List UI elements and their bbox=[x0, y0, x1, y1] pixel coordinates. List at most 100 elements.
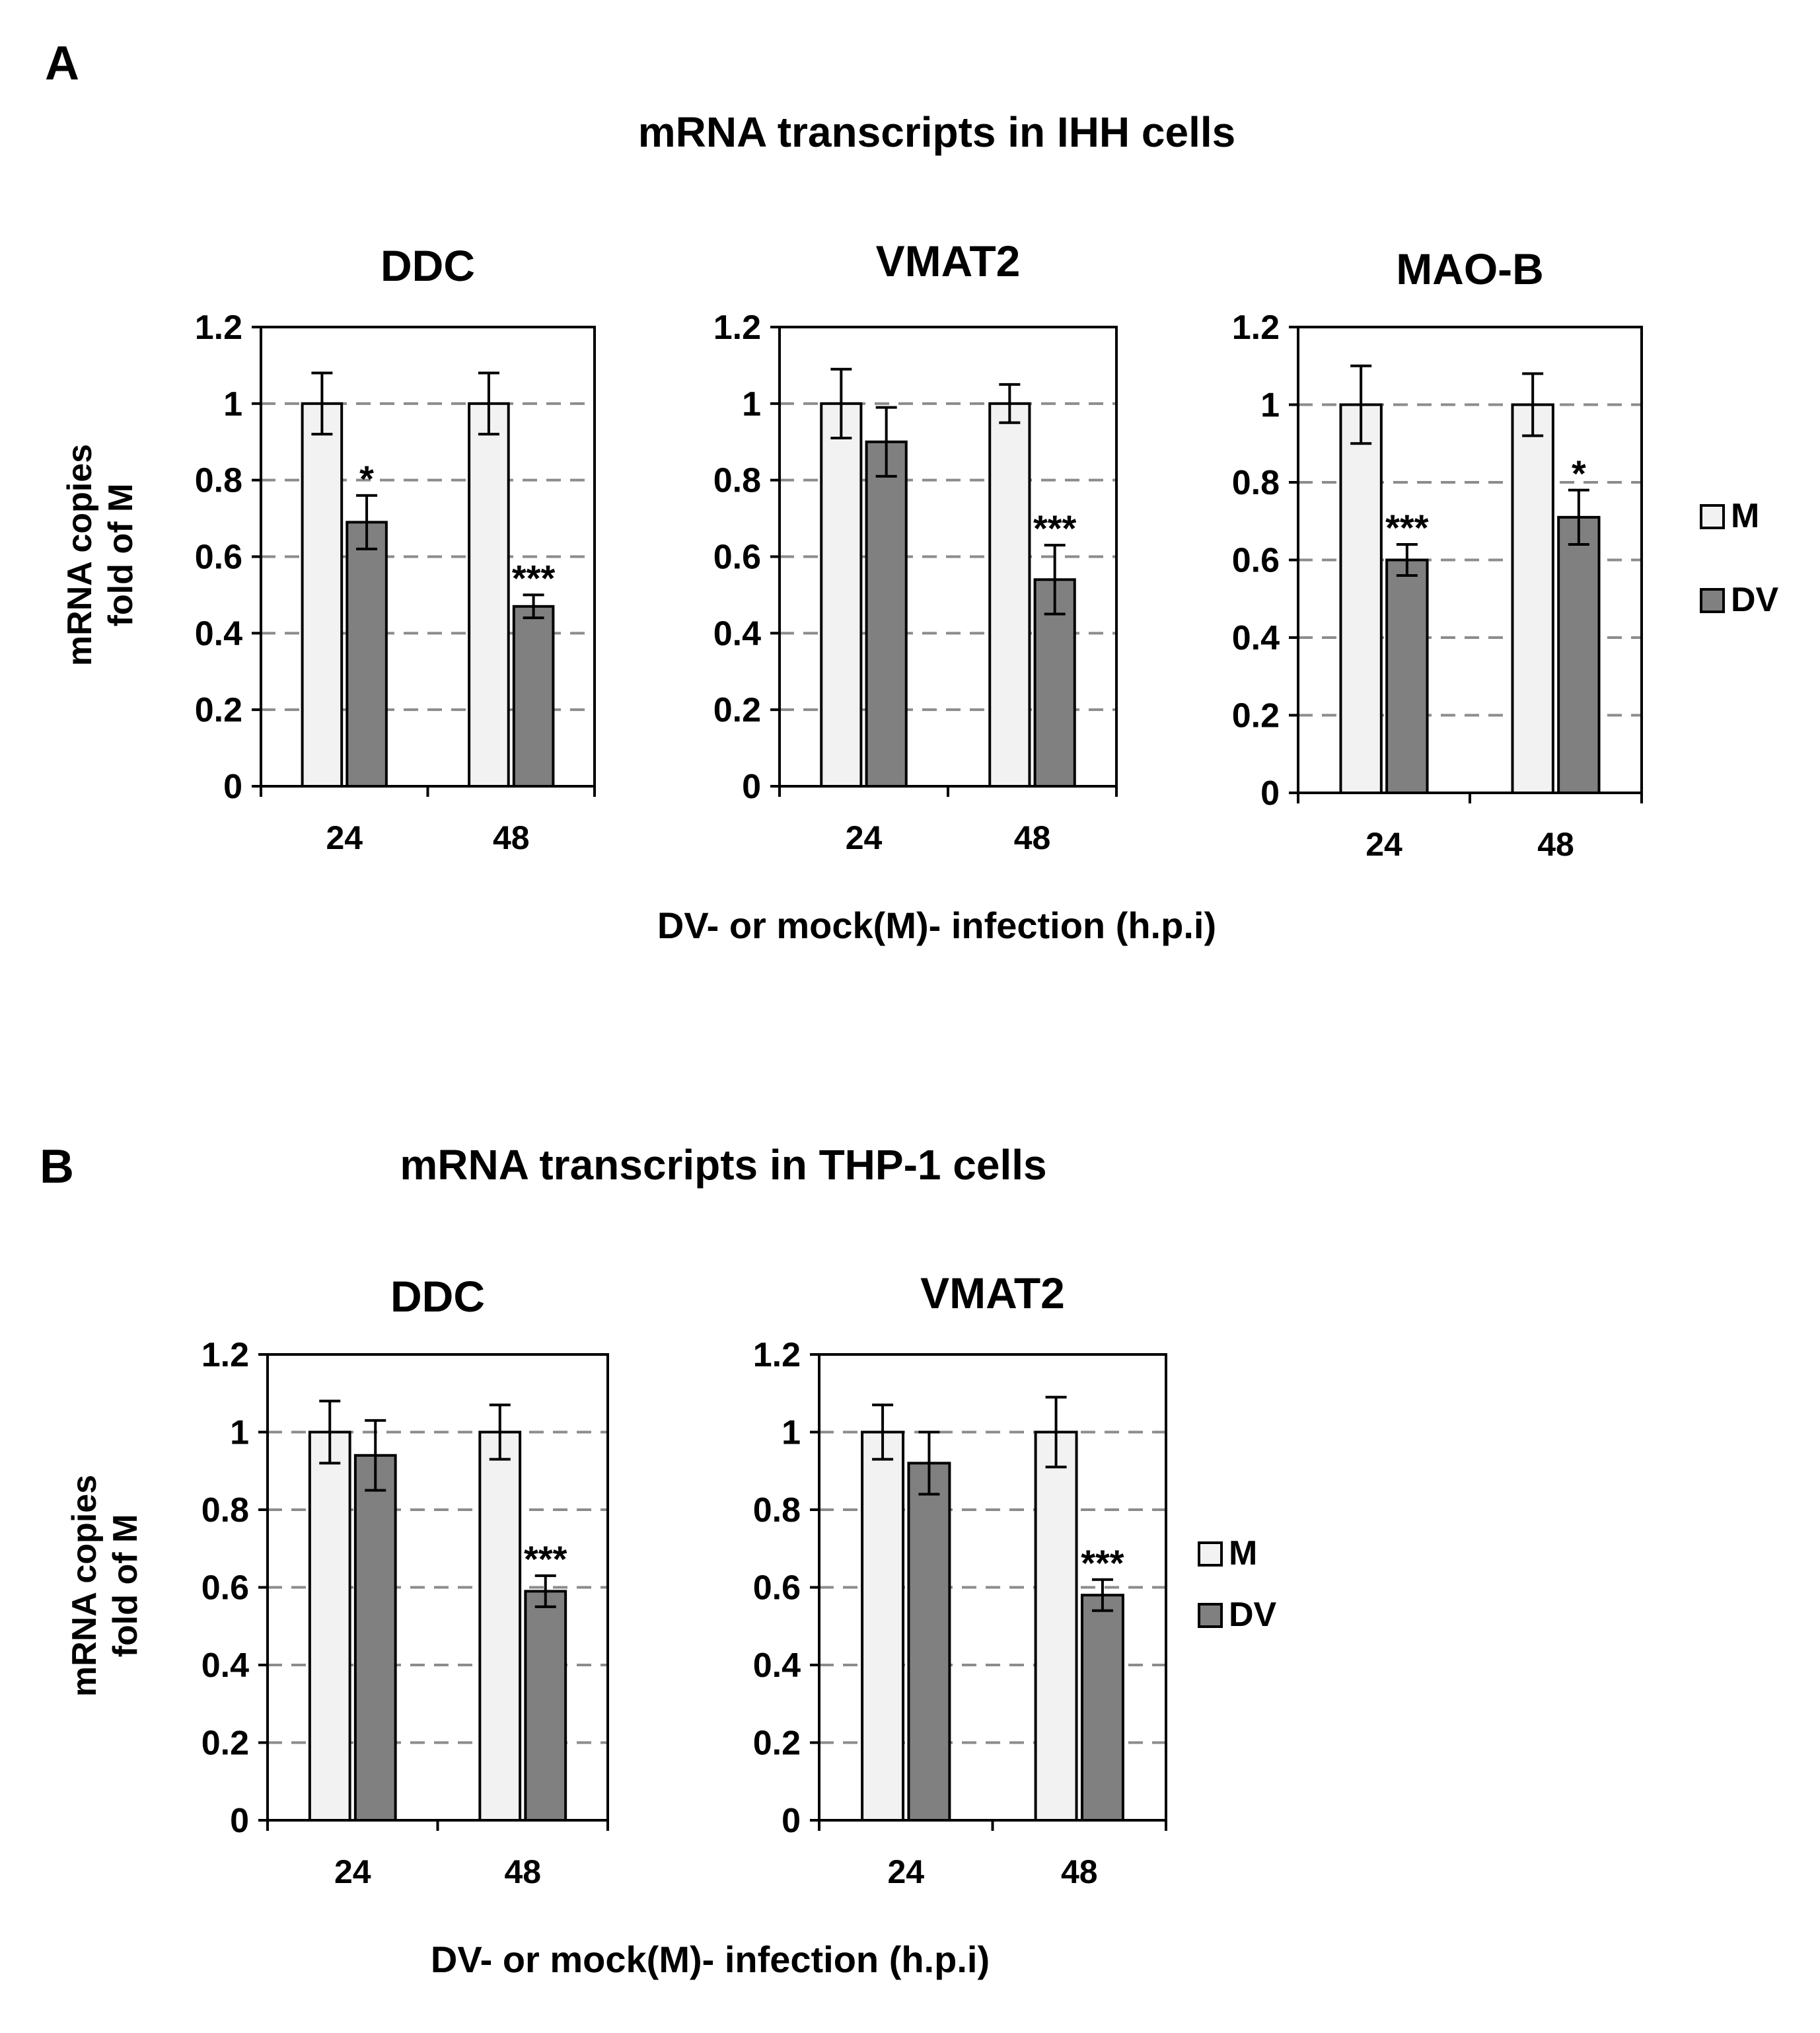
y-tick-label: 0.6 bbox=[753, 1569, 801, 1608]
legend-label-m: M bbox=[1229, 1534, 1257, 1572]
panel-a-title: mRNA transcripts in IHH cells bbox=[638, 108, 1236, 156]
significance-marker: *** bbox=[1033, 507, 1077, 549]
bar-dv-24 bbox=[346, 521, 388, 788]
y-tick-label: 0.8 bbox=[713, 462, 761, 500]
y-tick-label: 0.8 bbox=[1232, 464, 1280, 502]
panel-a-ylabel-line2: fold of M bbox=[102, 484, 140, 627]
chart-ihh-ddc: DDC 0 0.2 0.4 0.6 0.8 1 1.2 24 * 48 *** bbox=[195, 241, 596, 856]
x-tick-label: 24 bbox=[1365, 826, 1402, 863]
x-tick-label: 48 bbox=[1061, 1853, 1098, 1890]
panel-b-ylabel-line2: fold of M bbox=[106, 1514, 145, 1658]
bar-m-24 bbox=[1339, 403, 1383, 794]
y-tick-label: 0 bbox=[230, 1802, 249, 1840]
x-tick-label: 24 bbox=[887, 1853, 924, 1890]
bar-dv-48 bbox=[524, 1590, 567, 1822]
chart-ihh-vmat2: VMAT2 0 0.2 0.4 0.6 0.8 1 1.2 24 48 *** bbox=[713, 237, 1118, 856]
bar-dv-24 bbox=[865, 440, 908, 788]
chart-thp1-vmat2: VMAT2 0 0.2 0.4 0.6 0.8 1 1.2 24 48 *** bbox=[753, 1269, 1167, 1890]
x-tick-label: 24 bbox=[334, 1853, 371, 1890]
y-tick-label: 1 bbox=[223, 385, 242, 424]
bar-dv-48 bbox=[512, 605, 555, 788]
bar-m-48 bbox=[468, 402, 510, 788]
x-tick-label: 24 bbox=[846, 819, 883, 856]
bar-dv-48 bbox=[1080, 1594, 1124, 1822]
y-tick-label: 1.2 bbox=[1232, 309, 1280, 347]
y-tick-label: 0.4 bbox=[753, 1646, 801, 1685]
y-tick-label: 0.4 bbox=[195, 614, 242, 653]
y-tick-label: 0.6 bbox=[201, 1569, 249, 1608]
chart-title: DDC bbox=[381, 241, 475, 290]
legend-swatch-m bbox=[1700, 504, 1725, 529]
significance-marker: * bbox=[1572, 453, 1586, 494]
y-tick-label: 1.2 bbox=[713, 309, 761, 347]
bar-m-24 bbox=[301, 402, 344, 788]
significance-marker: * bbox=[359, 458, 374, 499]
y-tick-label: 0.6 bbox=[713, 538, 761, 577]
panel-b-ylabel-line1: mRNA copies bbox=[65, 1475, 104, 1697]
y-tick-label: 1 bbox=[230, 1414, 249, 1452]
y-tick-label: 0.2 bbox=[195, 691, 242, 729]
panel-a-ylabel-line1: mRNA copies bbox=[61, 444, 99, 666]
y-tick-label: 1 bbox=[782, 1414, 801, 1452]
y-tick-label: 1 bbox=[1260, 387, 1280, 425]
bar-m-24 bbox=[820, 402, 863, 788]
y-tick-label: 1.2 bbox=[195, 309, 242, 347]
y-tick-label: 0.4 bbox=[713, 614, 761, 653]
panel-b-xlabel: DV- or mock(M)- infection (h.p.i) bbox=[431, 1939, 990, 1980]
legend-label-m: M bbox=[1731, 497, 1759, 535]
x-tick-label: 48 bbox=[1014, 819, 1051, 856]
legend-label-dv: DV bbox=[1229, 1596, 1277, 1634]
y-tick-label: 0 bbox=[742, 768, 761, 806]
significance-marker: *** bbox=[524, 1538, 567, 1580]
bar-m-48 bbox=[1034, 1430, 1078, 1822]
y-tick-label: 0.4 bbox=[1232, 619, 1280, 657]
bar-dv-48 bbox=[1557, 515, 1601, 794]
chart-title: DDC bbox=[390, 1272, 485, 1321]
chart-ihh-maob: MAO-B 0 0.2 0.4 0.6 0.8 1 1.2 24 *** 48 * bbox=[1232, 244, 1643, 863]
y-tick-label: 0.2 bbox=[201, 1724, 249, 1763]
bar-m-48 bbox=[988, 402, 1031, 788]
legend-swatch-dv bbox=[1198, 1603, 1223, 1628]
panel-b-letter: B bbox=[40, 1140, 74, 1193]
significance-marker: *** bbox=[1385, 507, 1429, 548]
y-tick-label: 0 bbox=[1260, 774, 1280, 813]
y-tick-label: 0.6 bbox=[195, 538, 242, 577]
y-tick-label: 0.4 bbox=[201, 1646, 249, 1685]
bar-dv-24 bbox=[353, 1454, 397, 1822]
y-tick-label: 0.8 bbox=[195, 462, 242, 500]
bar-m-24 bbox=[861, 1430, 905, 1822]
y-tick-label: 0.6 bbox=[1232, 542, 1280, 580]
y-tick-label: 0.8 bbox=[753, 1491, 801, 1530]
chart-thp1-ddc: DDC 0 0.2 0.4 0.6 0.8 1 1.2 24 48 *** bbox=[201, 1272, 609, 1890]
bar-dv-24 bbox=[1385, 558, 1429, 794]
x-tick-label: 48 bbox=[493, 819, 530, 856]
bar-m-48 bbox=[478, 1430, 522, 1822]
significance-marker: *** bbox=[1081, 1542, 1124, 1584]
bar-m-24 bbox=[308, 1430, 351, 1822]
y-tick-label: 0.2 bbox=[753, 1724, 801, 1763]
chart-title: MAO-B bbox=[1396, 244, 1544, 293]
panel-a-xlabel: DV- or mock(M)- infection (h.p.i) bbox=[657, 905, 1216, 946]
legend-label-dv: DV bbox=[1731, 581, 1779, 619]
y-tick-label: 0.2 bbox=[713, 691, 761, 729]
panel-a-legend: M DV bbox=[1700, 497, 1779, 619]
y-tick-label: 1.2 bbox=[201, 1336, 249, 1374]
x-tick-label: 48 bbox=[504, 1853, 541, 1890]
legend-swatch-m bbox=[1198, 1541, 1223, 1567]
y-tick-label: 0.8 bbox=[201, 1491, 249, 1530]
significance-marker: *** bbox=[512, 557, 556, 599]
panel-a-letter: A bbox=[45, 37, 79, 90]
y-tick-label: 0 bbox=[223, 768, 242, 806]
bar-dv-24 bbox=[907, 1461, 951, 1822]
chart-title: VMAT2 bbox=[920, 1269, 1065, 1317]
legend-swatch-dv bbox=[1700, 588, 1725, 613]
panel-b-legend: M DV bbox=[1198, 1534, 1277, 1634]
y-tick-label: 0.2 bbox=[1232, 697, 1280, 735]
y-tick-label: 0 bbox=[782, 1802, 801, 1840]
x-tick-label: 24 bbox=[326, 819, 363, 856]
bar-m-48 bbox=[1511, 403, 1554, 794]
y-tick-label: 1.2 bbox=[753, 1336, 801, 1374]
x-tick-label: 48 bbox=[1537, 826, 1574, 863]
chart-title: VMAT2 bbox=[876, 237, 1021, 285]
